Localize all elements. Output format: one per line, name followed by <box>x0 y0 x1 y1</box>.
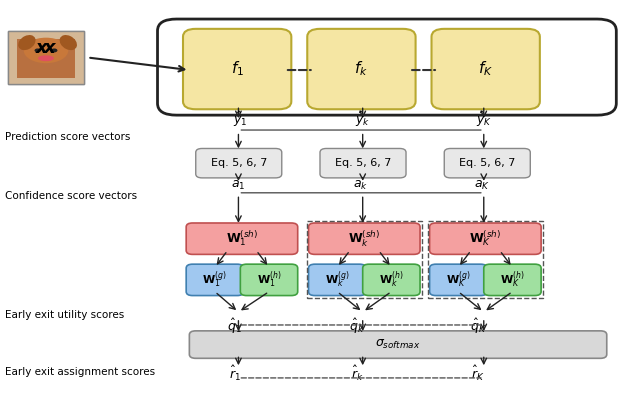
Circle shape <box>51 49 58 53</box>
Text: $f_K$: $f_K$ <box>478 60 493 78</box>
Bar <box>8 31 84 84</box>
FancyBboxPatch shape <box>431 29 540 109</box>
Text: $a_1$: $a_1$ <box>231 179 246 192</box>
Text: $\mathbf{W}_k^{(g)}$: $\mathbf{W}_k^{(g)}$ <box>325 269 349 290</box>
FancyBboxPatch shape <box>183 29 291 109</box>
Text: $\hat{r}_k$: $\hat{r}_k$ <box>351 363 364 383</box>
FancyBboxPatch shape <box>186 264 244 295</box>
FancyBboxPatch shape <box>444 149 531 178</box>
FancyBboxPatch shape <box>484 264 541 295</box>
Text: $\boldsymbol{x}$: $\boldsymbol{x}$ <box>35 40 50 57</box>
Text: $\hat{r}_K$: $\hat{r}_K$ <box>471 363 485 383</box>
Text: $a_k$: $a_k$ <box>353 179 368 192</box>
FancyBboxPatch shape <box>308 223 420 254</box>
Ellipse shape <box>24 38 68 63</box>
FancyBboxPatch shape <box>320 149 406 178</box>
FancyBboxPatch shape <box>307 29 415 109</box>
Text: Eq. 5, 6, 7: Eq. 5, 6, 7 <box>335 158 391 168</box>
Text: Early exit utility scores: Early exit utility scores <box>4 310 124 320</box>
Text: $\hat{r}_1$: $\hat{r}_1$ <box>228 363 241 383</box>
FancyBboxPatch shape <box>241 264 298 295</box>
Text: $\hat{y}_K$: $\hat{y}_K$ <box>476 110 492 129</box>
Bar <box>17 39 75 78</box>
Text: $\mathbf{W}_1^{(sh)}$: $\mathbf{W}_1^{(sh)}$ <box>226 229 258 248</box>
FancyBboxPatch shape <box>186 223 298 254</box>
FancyBboxPatch shape <box>196 149 282 178</box>
Text: Confidence score vectors: Confidence score vectors <box>4 190 137 201</box>
FancyBboxPatch shape <box>308 264 366 295</box>
FancyBboxPatch shape <box>8 31 84 84</box>
Text: Early exit assignment scores: Early exit assignment scores <box>4 367 155 377</box>
Text: $\mathbf{W}_K^{(sh)}$: $\mathbf{W}_K^{(sh)}$ <box>469 229 501 248</box>
FancyBboxPatch shape <box>363 264 420 295</box>
Text: Prediction score vectors: Prediction score vectors <box>4 132 130 142</box>
Text: $\mathbf{W}_1^{(g)}$: $\mathbf{W}_1^{(g)}$ <box>202 269 227 290</box>
FancyBboxPatch shape <box>429 223 541 254</box>
Text: Eq. 5, 6, 7: Eq. 5, 6, 7 <box>459 158 515 168</box>
Text: $a_K$: $a_K$ <box>474 179 490 192</box>
FancyBboxPatch shape <box>429 264 487 295</box>
Text: $\hat{y}_k$: $\hat{y}_k$ <box>355 110 371 129</box>
Text: $\mathbf{W}_K^{(g)}$: $\mathbf{W}_K^{(g)}$ <box>446 269 470 290</box>
Circle shape <box>35 49 41 53</box>
Text: $\hat{q}_k$: $\hat{q}_k$ <box>349 317 365 336</box>
Text: $\hat{y}_1$: $\hat{y}_1$ <box>233 110 248 129</box>
Text: $\mathbf{W}_K^{(h)}$: $\mathbf{W}_K^{(h)}$ <box>500 269 525 290</box>
Text: $\mathbf{W}_k^{(sh)}$: $\mathbf{W}_k^{(sh)}$ <box>348 229 380 249</box>
Ellipse shape <box>60 35 77 50</box>
Text: $\hat{q}_K$: $\hat{q}_K$ <box>470 317 486 336</box>
Ellipse shape <box>18 35 36 50</box>
Text: $f_1$: $f_1$ <box>230 60 244 78</box>
Text: $\sigma_{softmax}$: $\sigma_{softmax}$ <box>375 338 421 351</box>
Ellipse shape <box>38 55 54 61</box>
Text: $\boldsymbol{x}$: $\boldsymbol{x}$ <box>43 40 58 57</box>
Text: $\hat{q}_1$: $\hat{q}_1$ <box>227 317 242 336</box>
Text: Eq. 5, 6, 7: Eq. 5, 6, 7 <box>211 158 267 168</box>
FancyBboxPatch shape <box>189 331 607 358</box>
Text: $f_k$: $f_k$ <box>355 60 369 78</box>
Text: $\mathbf{W}_k^{(h)}$: $\mathbf{W}_k^{(h)}$ <box>379 269 404 290</box>
Text: $\mathbf{W}_1^{(h)}$: $\mathbf{W}_1^{(h)}$ <box>257 269 282 290</box>
